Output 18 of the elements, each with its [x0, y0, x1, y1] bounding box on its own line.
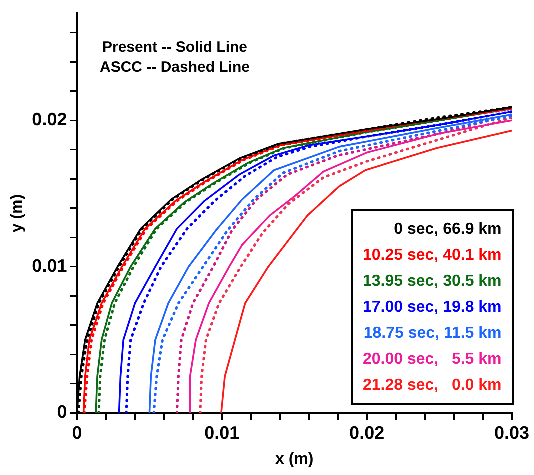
text: 17.00 sec, 19.8 km — [363, 298, 502, 318]
x-tick-label: 0.03 — [494, 422, 530, 443]
y-tick-label: 0.01 — [32, 256, 68, 276]
y-axis-title: y (m) — [9, 194, 26, 233]
y-tick-label: 0 — [57, 402, 68, 422]
text: 0 sec, 66.9 km — [393, 220, 502, 240]
text: 20.00 sec, 5.5 km — [363, 350, 502, 370]
x-tick-label: 0.01 — [204, 422, 240, 443]
text: 13.95 sec, 30.5 km — [363, 272, 502, 292]
text: 10.25 sec, 40.1 km — [363, 246, 502, 266]
y-tick-label: 0.02 — [32, 110, 68, 130]
annotation: ASCC -- Dashed Line — [100, 58, 250, 78]
x-tick-label: 0 — [72, 422, 82, 443]
annotation: Present -- Solid Line — [101, 38, 249, 58]
text: 18.75 sec, 11.5 km — [363, 324, 502, 344]
x-tick-label: 0.02 — [350, 422, 385, 443]
x-axis-title: x (m) — [276, 450, 314, 468]
text: 21.28 sec, 0.0 km — [363, 376, 502, 396]
